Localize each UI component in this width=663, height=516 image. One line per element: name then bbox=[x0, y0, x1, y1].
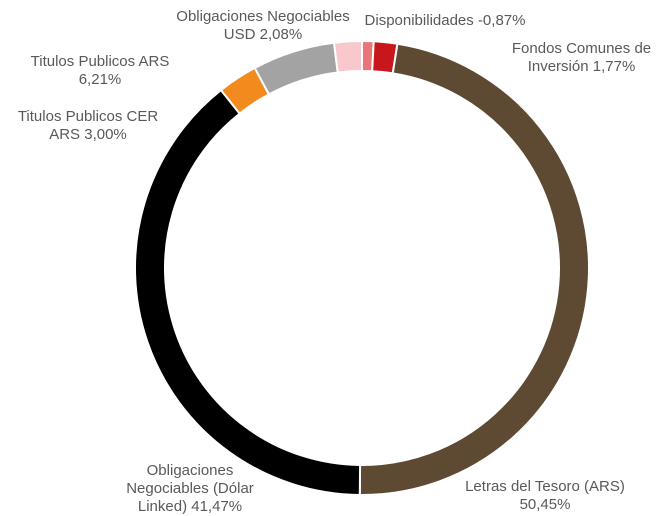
category-label: Disponibilidades bbox=[364, 12, 474, 29]
category-label: Titulos Publicos CER ARS bbox=[17, 108, 159, 143]
slice-label: Letras del Tesoro (ARS) 50,45% bbox=[450, 478, 640, 514]
slice-label: Disponibilidades -0,87% bbox=[360, 12, 530, 30]
slice-label: Titulos Publicos ARS 6,21% bbox=[20, 53, 180, 89]
donut-slice bbox=[134, 88, 362, 496]
value-label: 3,00% bbox=[84, 126, 127, 143]
category-label: Obligaciones Negociables USD bbox=[176, 8, 350, 43]
donut-slice bbox=[253, 41, 339, 96]
donut-slice bbox=[332, 39, 363, 74]
slice-label: Titulos Publicos CER ARS 3,00% bbox=[2, 108, 174, 144]
category-label: Obligaciones Negociables (Dólar Linked) bbox=[126, 462, 254, 515]
value-label: 2,08% bbox=[259, 26, 303, 43]
value-label: 6,21% bbox=[78, 71, 122, 88]
category-label: Letras del Tesoro (ARS) bbox=[465, 478, 625, 495]
category-label: Titulos Publicos ARS bbox=[30, 53, 170, 70]
value-label: 50,45% bbox=[519, 496, 571, 513]
value-label: 1,77% bbox=[592, 58, 636, 75]
slice-label: Obligaciones Negociables (Dólar Linked) … bbox=[115, 462, 265, 516]
value-label: -0,87% bbox=[477, 12, 526, 29]
value-label: 41,47% bbox=[191, 498, 243, 515]
slice-label: Fondos Comunes de Inversión 1,77% bbox=[500, 40, 663, 76]
category-label: Fondos Comunes de Inversión bbox=[511, 40, 652, 75]
slice-label: Obligaciones Negociables USD 2,08% bbox=[172, 8, 354, 44]
donut-slice bbox=[358, 42, 590, 496]
